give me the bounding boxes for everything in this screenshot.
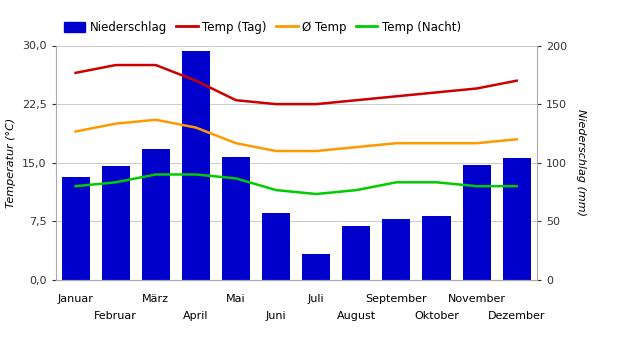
Bar	[302, 254, 330, 280]
Bar	[182, 51, 210, 280]
Text: August: August	[337, 310, 376, 321]
Bar	[222, 157, 250, 280]
Text: Oktober: Oktober	[414, 310, 459, 321]
Text: Januar: Januar	[57, 294, 94, 304]
Text: September: September	[366, 294, 427, 304]
Bar	[142, 149, 170, 280]
Text: Februar: Februar	[94, 310, 137, 321]
Text: Juni: Juni	[266, 310, 286, 321]
Bar	[383, 219, 410, 280]
Bar	[342, 226, 370, 280]
Y-axis label: Niederschlag (mm): Niederschlag (mm)	[576, 109, 586, 216]
Bar	[503, 158, 531, 280]
Legend: Niederschlag, Temp (Tag), Ø Temp, Temp (Nacht): Niederschlag, Temp (Tag), Ø Temp, Temp (…	[64, 21, 462, 34]
Y-axis label: Temperatur (°C): Temperatur (°C)	[6, 118, 16, 208]
Text: November: November	[447, 294, 506, 304]
Text: März: März	[143, 294, 169, 304]
Text: Dezember: Dezember	[488, 310, 545, 321]
Bar	[423, 216, 450, 280]
Bar	[463, 165, 491, 280]
Text: Mai: Mai	[226, 294, 246, 304]
Text: Juli: Juli	[308, 294, 325, 304]
Bar	[102, 166, 130, 280]
Text: April: April	[183, 310, 209, 321]
Bar	[62, 177, 89, 280]
Bar	[262, 213, 290, 280]
